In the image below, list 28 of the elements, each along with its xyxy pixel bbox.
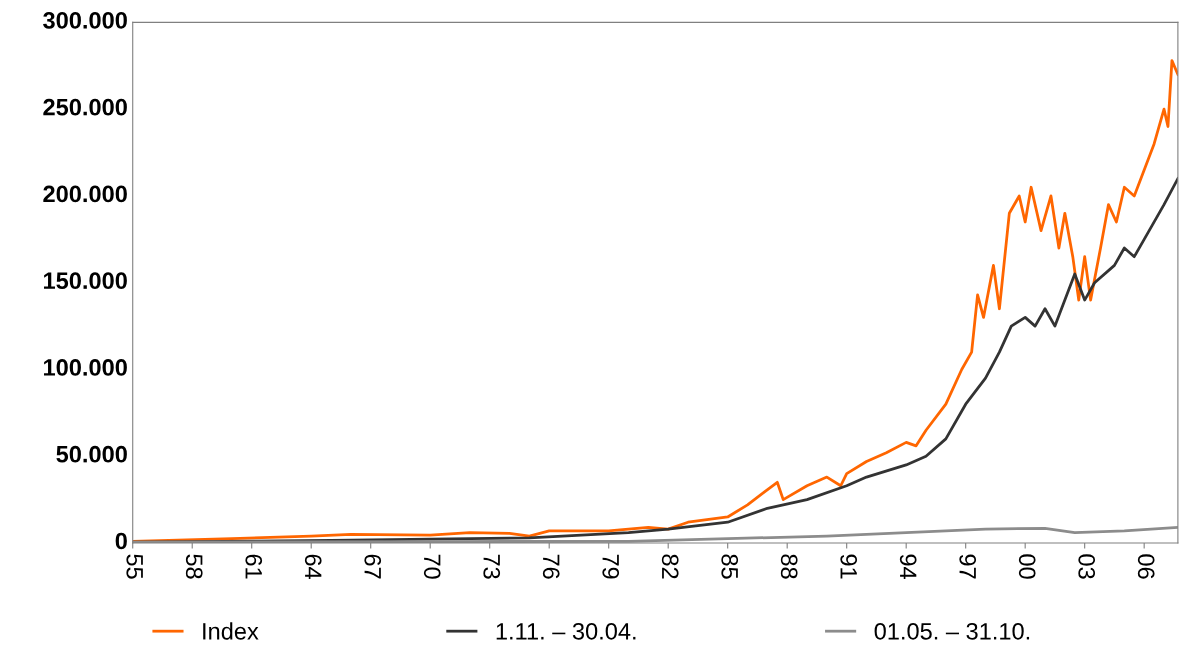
x-tick-label: 06 [1137,554,1155,579]
x-tick-label: 70 [423,554,441,579]
y-tick-label: 50.000 [56,445,127,463]
x-tick-label: 85 [721,554,739,579]
x-tick-label: 67 [364,554,382,579]
x-tick-label: 58 [185,554,203,579]
y-tick-label: 100.000 [44,359,127,376]
x-tick-label: 88 [780,554,798,579]
x-tick-label: 00 [1018,554,1036,579]
y-tick-label: 250.000 [43,98,127,116]
legend-label: 1.11. – 30.04. [496,622,636,640]
y-tick-label: 150.000 [44,272,127,290]
x-tick-label: 73 [483,554,501,579]
x-tick-label: 76 [542,554,560,579]
y-tick-label: 0 [115,532,127,550]
y-tick-label: 200.000 [43,185,127,203]
legend-label: Index [203,622,259,640]
x-tick-label: 97 [959,554,977,579]
x-tick-label: 79 [602,554,620,579]
x-tick-label: 61 [245,554,263,579]
x-tick-label: 55 [126,554,143,579]
x-tick-label: 91 [840,554,858,579]
x-tick-label: 82 [661,554,679,579]
x-tick-label: 94 [899,554,917,579]
y-tick-label: 300.000 [43,12,127,29]
x-tick-label: 64 [304,554,322,579]
legend-label: 01.05. – 31.10. [874,622,1030,640]
x-tick-label: 03 [1078,554,1096,579]
